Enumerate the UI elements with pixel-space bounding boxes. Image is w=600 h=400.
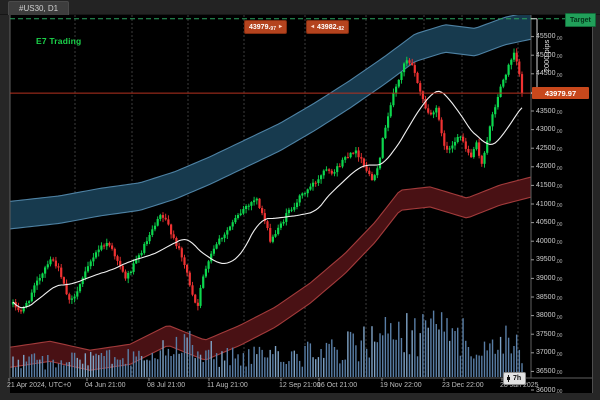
bar-countdown-value: 7h: [513, 375, 522, 382]
price-axis-label: 36000.00: [536, 386, 563, 396]
target-price-badge[interactable]: Target: [565, 13, 596, 27]
price-axis-label: 38000.00: [536, 312, 563, 321]
buy-price-tag[interactable]: ◂ 43982.82: [306, 20, 349, 34]
watermark-e7-trading: E7 Trading: [36, 36, 82, 46]
lower-channel-band: [10, 176, 531, 371]
sell-price-value: 43979.97: [249, 23, 276, 33]
time-axis-label: 19 Nov 22:00: [380, 382, 422, 389]
price-axis-label: 43000.00: [536, 126, 563, 135]
time-axis-label: 23 Dec 22:00: [442, 382, 484, 389]
distance-label: 2000 pips: [542, 39, 551, 72]
price-axis-label: 39000.00: [536, 274, 563, 284]
price-axis-label: 42000.00: [536, 163, 563, 172]
sell-price-tag[interactable]: 43979.97 ▸: [244, 20, 287, 34]
time-axis-label: 12 Sep 21:00: [279, 382, 321, 389]
window-frame-edge: [592, 14, 593, 393]
chart-tab-bar: #US30, D1: [0, 0, 600, 15]
price-axis-label: 40500.00: [536, 219, 563, 228]
time-axis-label: 11 Aug 21:00: [207, 382, 248, 389]
price-axis-label: 38500.00: [536, 293, 563, 303]
time-axis-label: 21 Apr 2024, UTC+0: [7, 382, 72, 389]
price-axis-label: 37000.00: [536, 349, 563, 358]
buy-price-value: 43982.82: [317, 23, 344, 33]
time-axis-label: 08 Jul 21:00: [147, 382, 186, 389]
price-axis-label: 37500.00: [536, 330, 563, 340]
price-axis-label: 45000.00: [536, 51, 563, 61]
price-axis-label: 44500.00: [536, 70, 563, 79]
pointer-left-icon: ◂: [311, 24, 315, 30]
pointer-right-icon: ▸: [278, 24, 282, 30]
price-axis-label: 39500.00: [536, 256, 563, 265]
time-axis-label: 04 Jun 21:00: [85, 382, 126, 389]
moving-average-line: [12, 90, 523, 309]
plot-area: [10, 15, 531, 378]
price-axis-label: 41000.00: [536, 200, 563, 210]
bar-countdown-box: 7h: [503, 372, 527, 385]
price-axis-label: 41500.00: [536, 181, 563, 191]
candle-icon: [507, 375, 510, 382]
volume-histogram: [12, 310, 523, 377]
price-axis-label: 42500.00: [536, 144, 563, 154]
price-axis-label: 45500.00: [536, 33, 563, 42]
current-price-badge: 43979.97: [532, 87, 589, 100]
time-axis-label: 28 Jan 2025: [500, 382, 539, 389]
chart-tab-us30-d1[interactable]: #US30, D1: [8, 1, 70, 15]
price-axis-label: 43500.00: [536, 107, 563, 117]
upper-channel-band: [10, 15, 531, 230]
price-axis-label: 40000.00: [536, 237, 563, 247]
time-axis-label: 16 Oct 21:00: [317, 382, 358, 389]
price-axis-label: 36500.00: [536, 367, 563, 377]
